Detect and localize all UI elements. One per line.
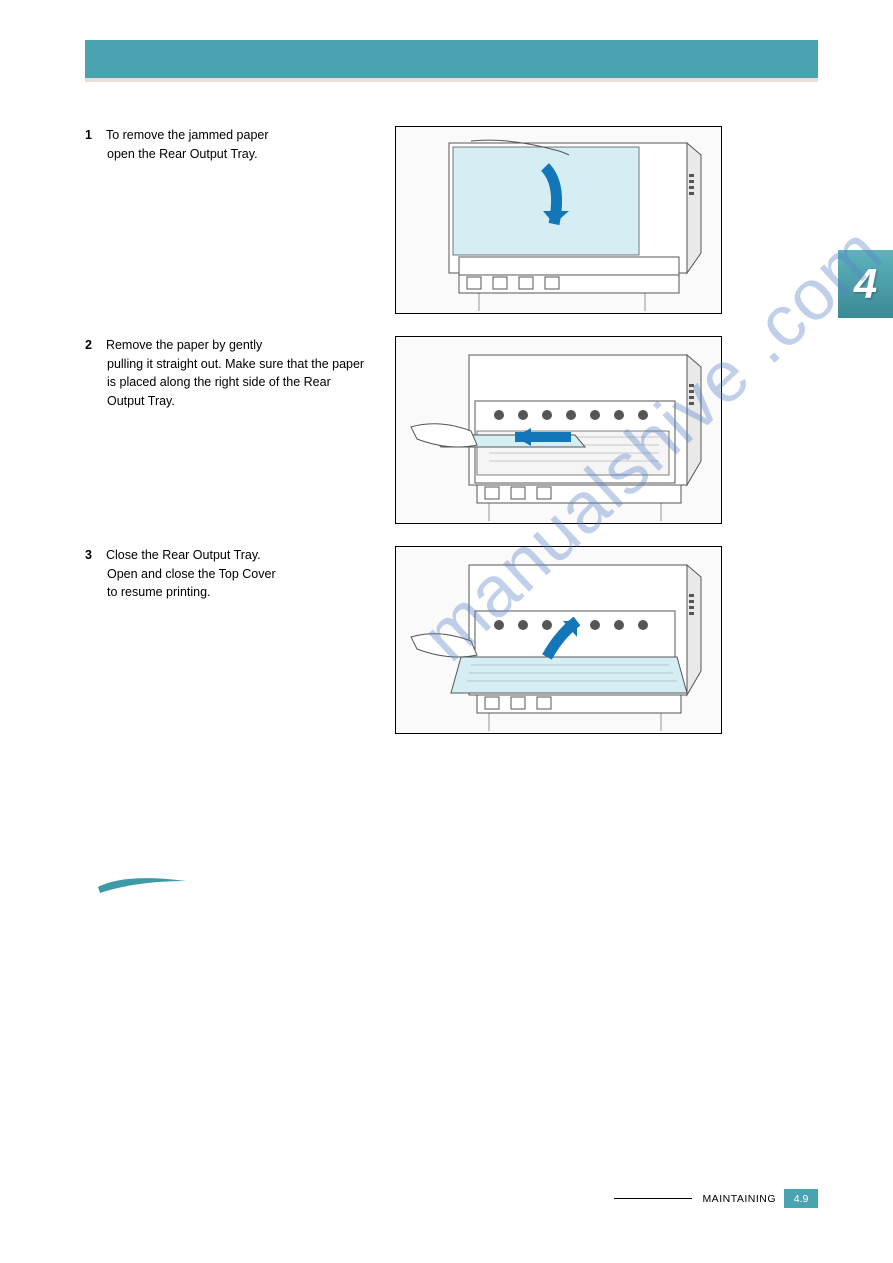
step-text-block: 1 To remove the jammed paper open the Rea… <box>85 126 395 163</box>
step-illustration <box>395 546 722 734</box>
step-line: to resume printing. <box>107 583 365 602</box>
step-illustration <box>395 336 722 524</box>
page-number-box: 4.9 <box>784 1189 818 1208</box>
step-image-wrap <box>395 336 722 524</box>
step-image-wrap <box>395 126 722 314</box>
step-number: 1 <box>85 126 92 145</box>
step-line: To remove the jammed paper <box>106 128 269 142</box>
printer-close-tray-illustration <box>399 549 719 731</box>
step-text-block: 2 Remove the paper by gently pulling it s… <box>85 336 395 410</box>
chapter-tab: 4 <box>838 250 893 318</box>
step-number: 2 <box>85 336 92 355</box>
step-line: open the Rear Output Tray. <box>107 145 365 164</box>
footer-rule <box>614 1198 692 1199</box>
step-number: 3 <box>85 546 92 565</box>
step-illustration <box>395 126 722 314</box>
step-text-block: 3 Close the Rear Output Tray. Open and cl… <box>85 546 395 602</box>
footer-label: MAINTAINING <box>702 1193 776 1205</box>
printer-open-rear-illustration <box>399 129 719 311</box>
step-line: Remove the paper by gently <box>106 338 262 352</box>
printer-pull-paper-illustration <box>399 339 719 521</box>
step-line: Close the Rear Output Tray. <box>106 548 261 562</box>
swoosh-icon <box>96 875 188 895</box>
step-row: 2 Remove the paper by gently pulling it s… <box>85 336 818 524</box>
chapter-number: 4 <box>854 260 877 308</box>
step-row: 3 Close the Rear Output Tray. Open and cl… <box>85 546 818 734</box>
step-line: Open and close the Top Cover <box>107 565 365 584</box>
section-header-bar <box>85 40 818 82</box>
step-row: 1 To remove the jammed paper open the Rea… <box>85 126 818 314</box>
page-number: 4.9 <box>794 1193 809 1205</box>
step-image-wrap <box>395 546 722 734</box>
page-footer: MAINTAINING 4.9 <box>614 1189 818 1208</box>
manual-page: 1 To remove the jammed paper open the Rea… <box>0 0 893 1263</box>
step-line: pulling it straight out. Make sure that … <box>107 355 365 411</box>
